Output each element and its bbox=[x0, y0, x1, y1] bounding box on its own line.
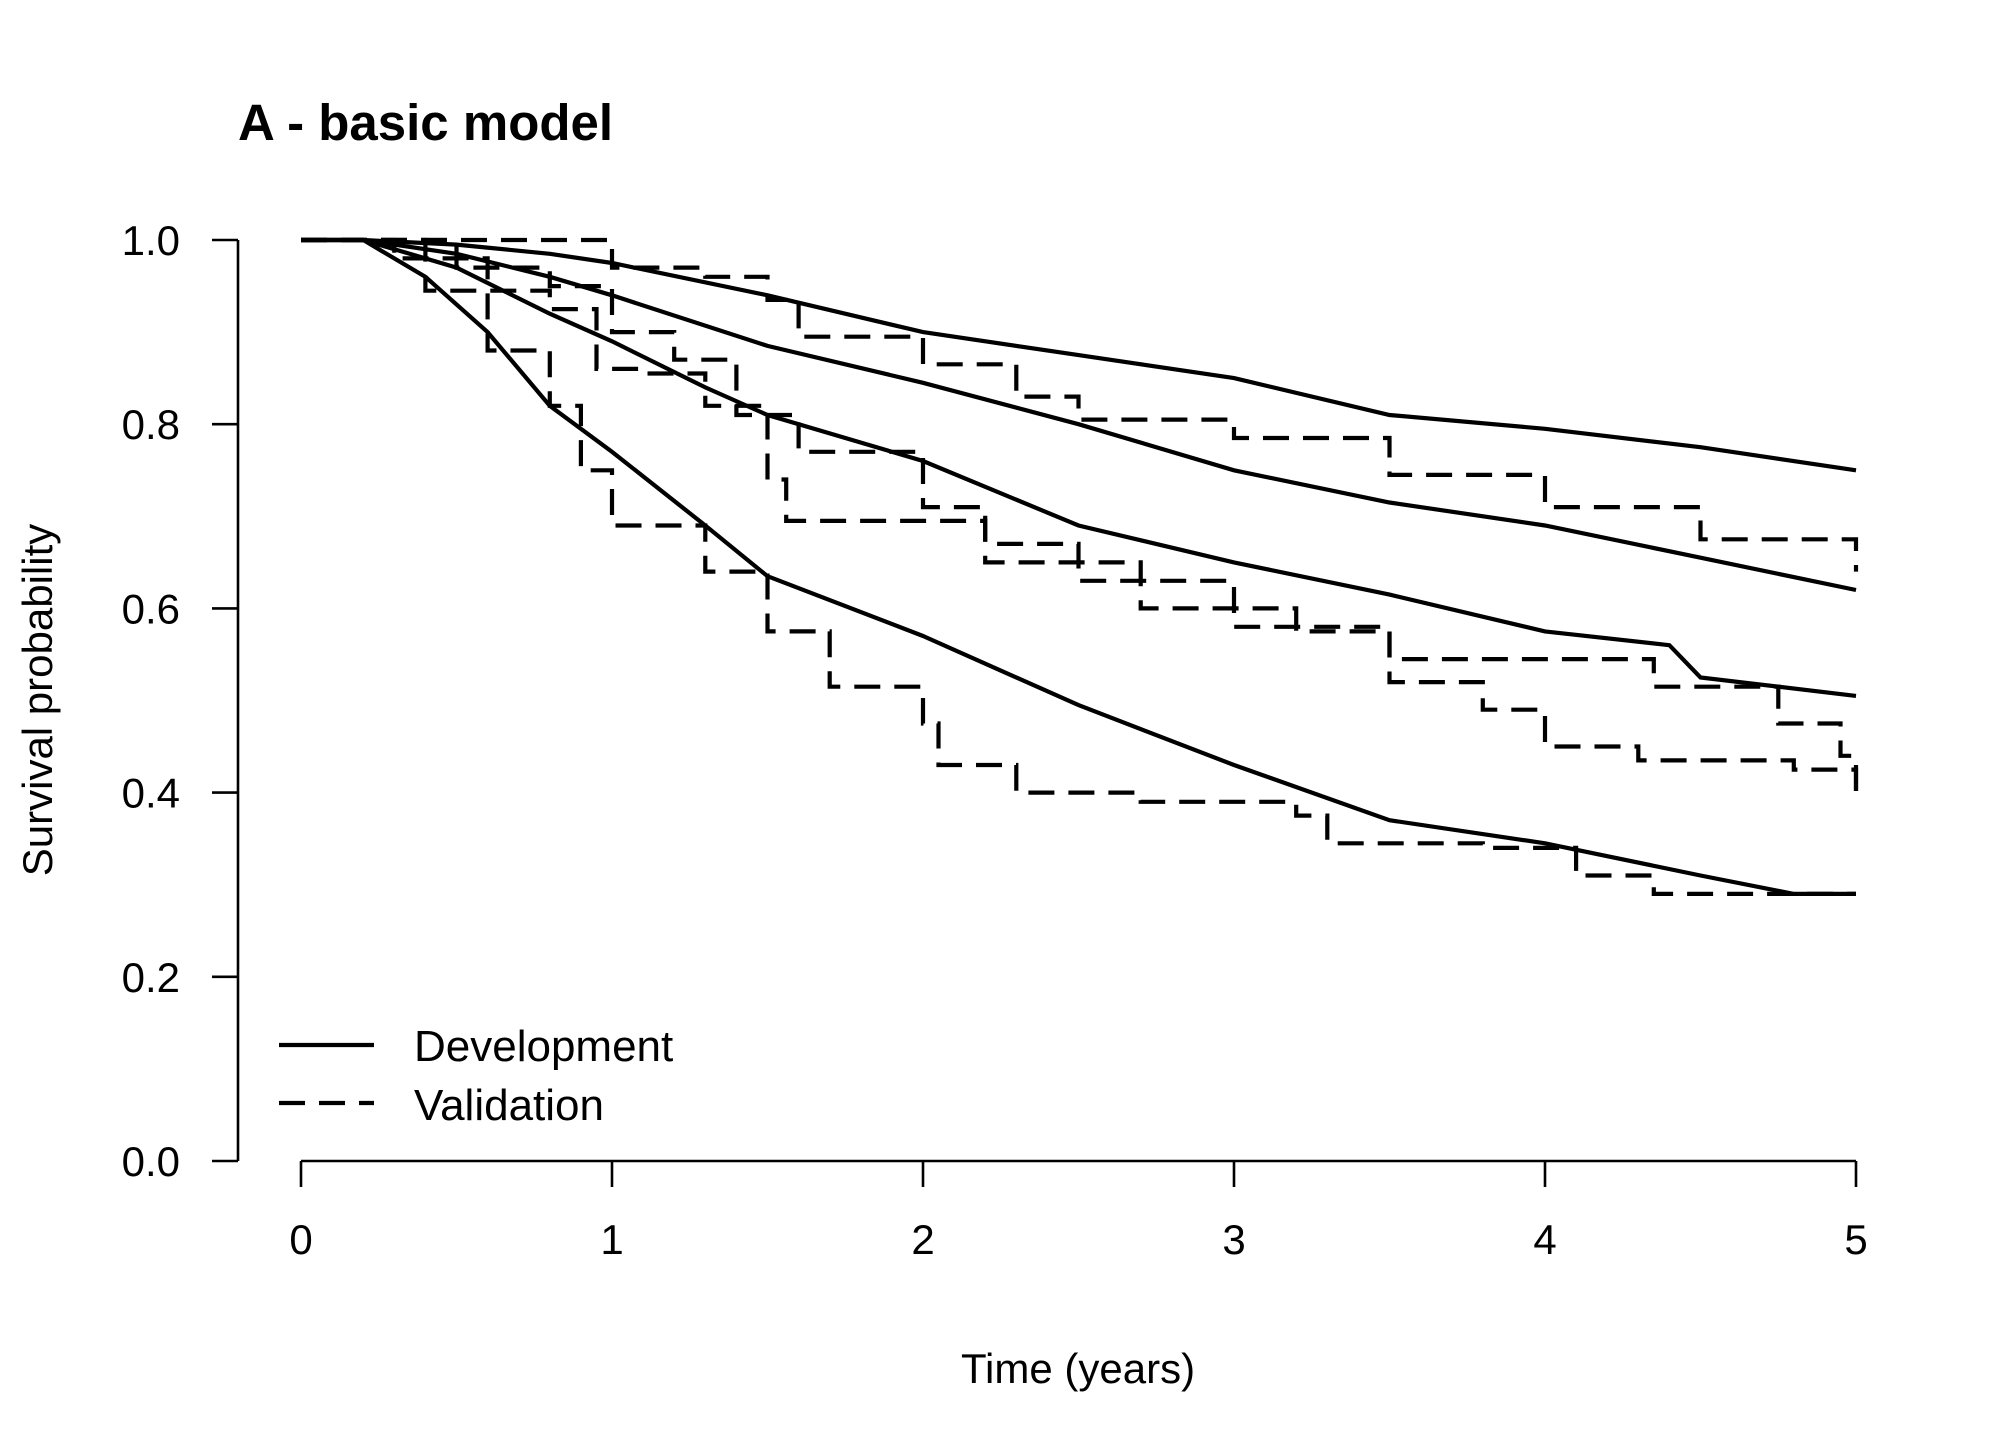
validation-curve-7 bbox=[301, 237, 1859, 793]
x-axis-label: Time (years) bbox=[961, 1345, 1195, 1392]
x-tick-label-0: 0 bbox=[289, 1216, 312, 1263]
y-tick-label-3: 0.6 bbox=[122, 585, 180, 632]
legend-label-validation: Validation bbox=[414, 1081, 604, 1130]
y-tick-label-1: 0.2 bbox=[122, 954, 180, 1001]
y-tick-label-5: 1.0 bbox=[122, 217, 180, 264]
y-tick-label-0: 0.0 bbox=[122, 1138, 180, 1185]
chart-title: A - basic model bbox=[238, 94, 613, 151]
x-axis: 0 1 2 3 4 5 bbox=[289, 1159, 1868, 1263]
validation-curve-8 bbox=[301, 237, 1856, 896]
legend-label-development: Development bbox=[414, 1022, 673, 1071]
y-axis-label: Survival probability bbox=[14, 524, 61, 877]
validation-curve-5 bbox=[301, 237, 1859, 572]
legend: Development Validation bbox=[279, 1022, 673, 1130]
y-tick-label-4: 0.8 bbox=[122, 401, 180, 448]
x-tick-label-3: 3 bbox=[1222, 1216, 1245, 1263]
x-tick-label-4: 4 bbox=[1533, 1216, 1556, 1263]
development-curve-4 bbox=[301, 237, 1856, 896]
x-tick-label-5: 5 bbox=[1844, 1216, 1867, 1263]
validation-curve-6 bbox=[301, 237, 1859, 793]
series-layer bbox=[301, 237, 1859, 896]
y-axis: 0.0 0.2 0.4 0.6 0.8 1.0 bbox=[122, 217, 240, 1185]
x-tick-label-2: 2 bbox=[911, 1216, 934, 1263]
development-curve-3 bbox=[301, 237, 1857, 698]
x-tick-label-1: 1 bbox=[600, 1216, 623, 1263]
y-tick-label-2: 0.4 bbox=[122, 770, 180, 817]
